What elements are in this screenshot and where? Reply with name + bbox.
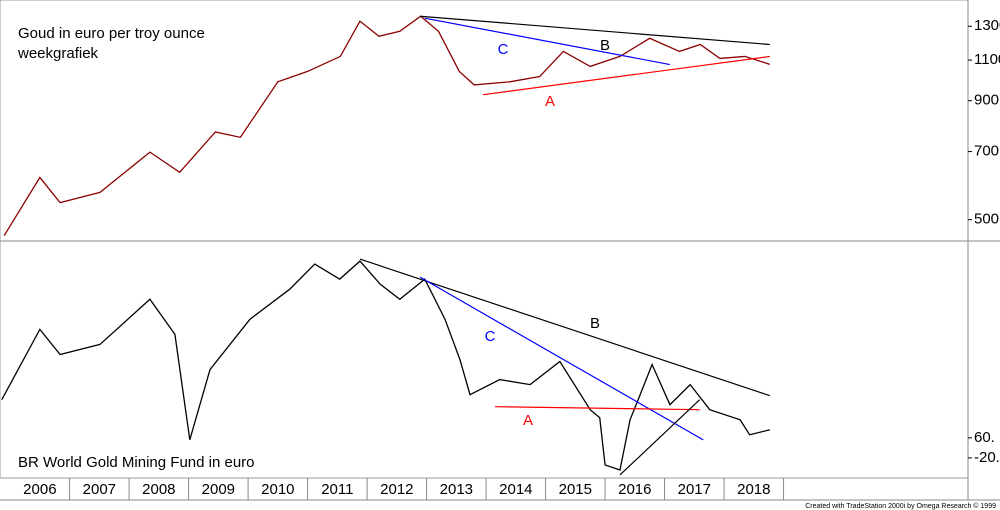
price-line bbox=[1, 260, 771, 471]
x-tick-label: 2014 bbox=[499, 481, 532, 498]
trendline bbox=[494, 406, 700, 411]
x-tick-label: 2018 bbox=[737, 481, 770, 498]
credit: Created with TradeStation 2000i by Omega… bbox=[805, 502, 996, 510]
trendline-label: B bbox=[600, 37, 610, 54]
y-tick-label: 900 bbox=[974, 92, 999, 109]
chart-title: Goud in euro per troy ounce bbox=[18, 25, 205, 42]
trendline bbox=[424, 17, 671, 66]
chart-subtitle: weekgrafiek bbox=[17, 45, 99, 62]
x-tick-label: 2011 bbox=[321, 481, 353, 498]
trendline-label: B bbox=[590, 315, 600, 332]
trendline-label: C bbox=[485, 328, 496, 345]
x-tick-label: 2017 bbox=[678, 481, 711, 498]
trendline bbox=[419, 276, 704, 441]
trendline-label: C bbox=[498, 41, 509, 58]
x-tick-label: 2006 bbox=[23, 481, 56, 498]
chart-title: BR World Gold Mining Fund in euro bbox=[18, 454, 255, 471]
trendline bbox=[483, 55, 770, 96]
y-tick-label: 1300 bbox=[974, 17, 1000, 34]
y-tick-label: 1100 bbox=[974, 51, 1000, 68]
plot-frame bbox=[0, 0, 969, 479]
x-tick-label: 2015 bbox=[559, 481, 592, 498]
x-tick-label: 2008 bbox=[142, 481, 175, 498]
y-tick-label: 60. bbox=[974, 429, 995, 446]
x-tick-label: 2012 bbox=[380, 481, 413, 498]
trendline bbox=[619, 399, 701, 476]
y-tick-label: 500 bbox=[974, 211, 999, 228]
x-tick-label: 2013 bbox=[440, 481, 473, 498]
x-tick-label: 2010 bbox=[261, 481, 294, 498]
x-tick-label: 2016 bbox=[618, 481, 651, 498]
y-tick-label: 700 bbox=[974, 143, 999, 160]
x-tick-label: 2007 bbox=[83, 481, 116, 498]
x-tick-label: 2009 bbox=[202, 481, 235, 498]
y-tick-label: -20. bbox=[974, 449, 1000, 466]
trendline bbox=[419, 15, 770, 46]
trendline-label: A bbox=[545, 93, 555, 110]
trendline-label: A bbox=[523, 412, 533, 429]
